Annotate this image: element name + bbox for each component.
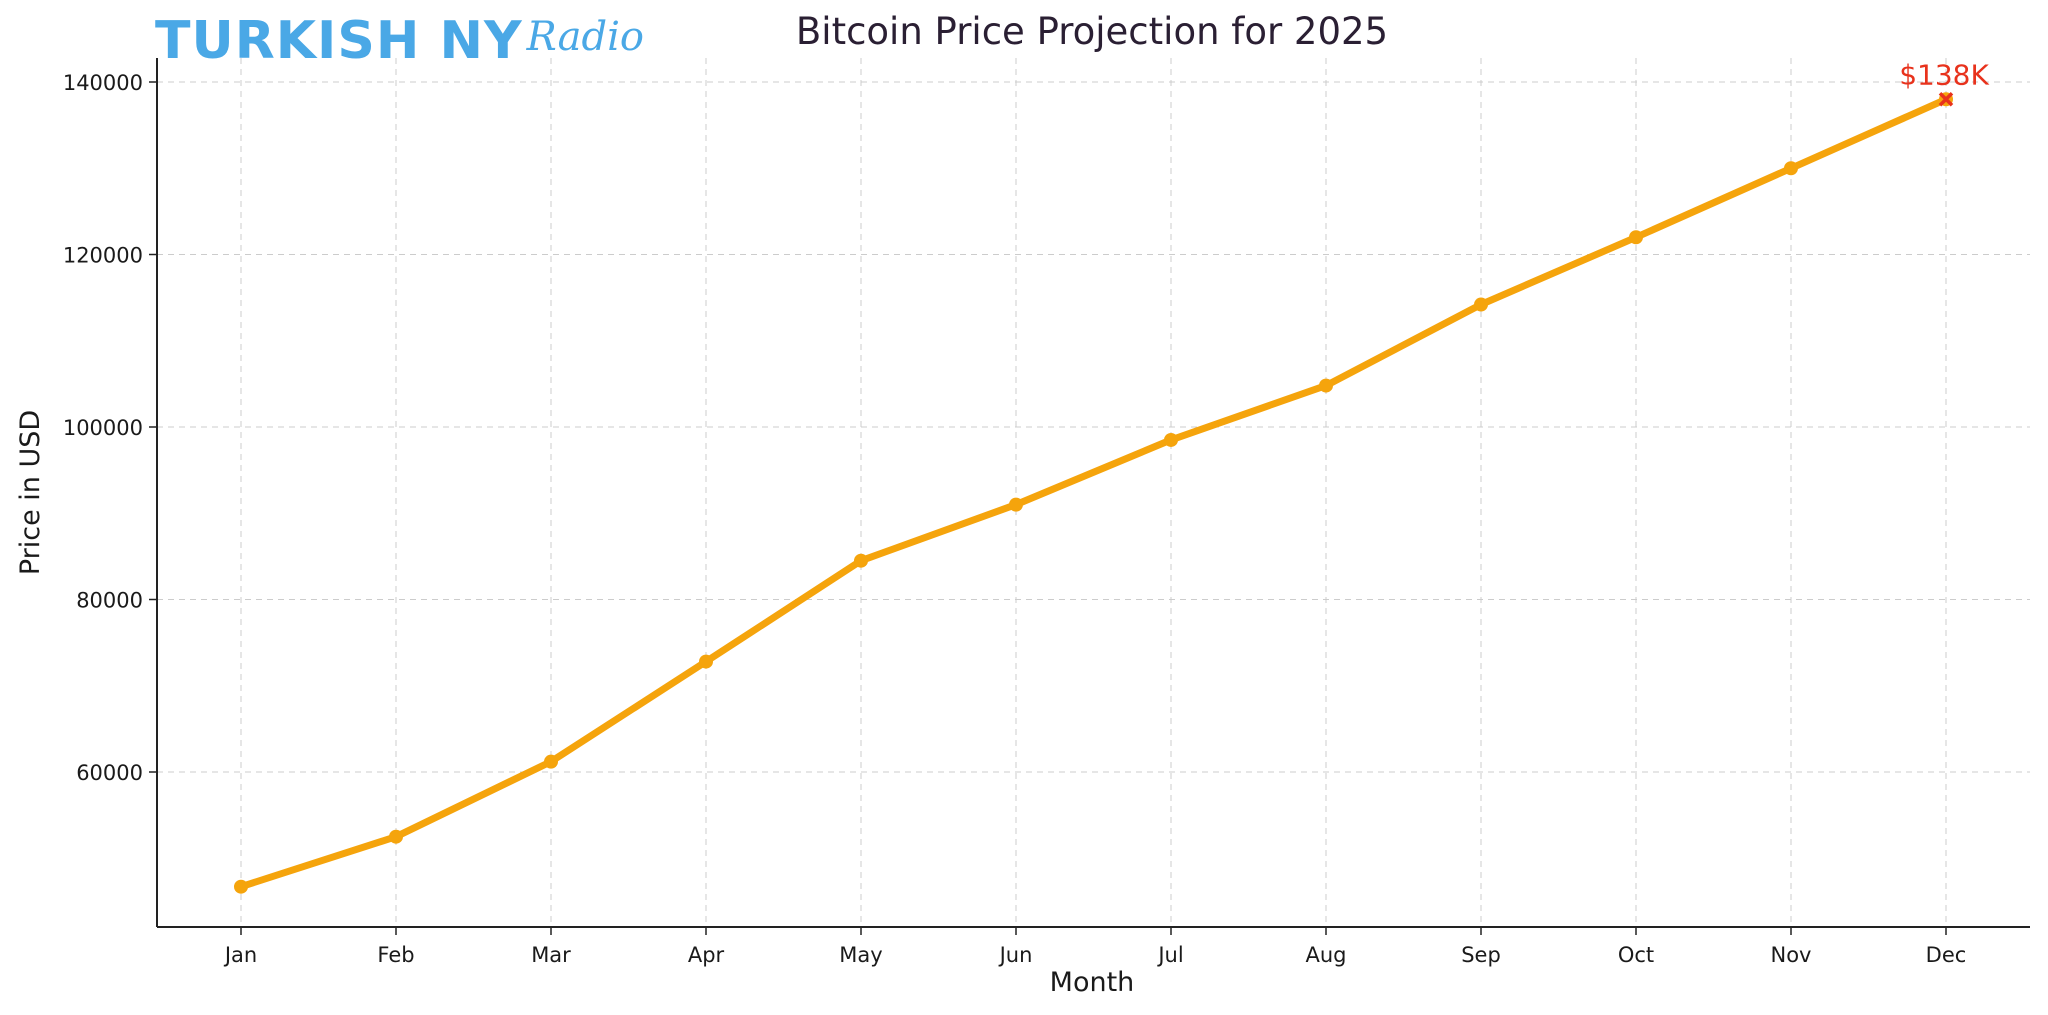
x-tick-label: May bbox=[839, 943, 882, 967]
brand-logo: TURKISH NY Radio bbox=[155, 6, 644, 76]
axes bbox=[156, 58, 2030, 928]
y-axis-label: Price in USD bbox=[15, 410, 46, 575]
data-point bbox=[544, 754, 558, 769]
logo-main-text: TURKISH NY bbox=[155, 11, 523, 71]
x-tick-label: Jul bbox=[1156, 943, 1183, 967]
data-point bbox=[1319, 378, 1333, 393]
x-ticks: Jan Feb Mar Apr May Jun Jul Aug Sep Oct Nov Dec bbox=[223, 927, 1967, 967]
x-tick-label: Dec bbox=[1926, 943, 1967, 967]
x-tick-label: Oct bbox=[1618, 943, 1654, 967]
annotation-marker-stroke bbox=[1938, 92, 1954, 107]
series bbox=[234, 92, 1953, 894]
data-point bbox=[699, 654, 713, 669]
y-tick-label: 120000 bbox=[63, 244, 143, 268]
y-tick-label: 60000 bbox=[76, 761, 143, 785]
y-tick-label: 80000 bbox=[76, 589, 143, 613]
data-point bbox=[1629, 230, 1643, 245]
x-tick-label: Jan bbox=[223, 943, 257, 967]
x-tick-label: Feb bbox=[377, 943, 414, 967]
data-point bbox=[1009, 497, 1023, 512]
data-point bbox=[1474, 297, 1488, 312]
chart-title: Bitcoin Price Projection for 2025 bbox=[796, 10, 1388, 53]
annotation-label: $138K bbox=[1899, 58, 1989, 91]
data-point bbox=[389, 829, 403, 844]
x-tick-label: Aug bbox=[1305, 943, 1346, 967]
x-tick-label: Sep bbox=[1461, 943, 1501, 967]
x-tick-label: Jun bbox=[998, 943, 1033, 967]
grid-lines bbox=[157, 58, 2030, 927]
x-tick-label: Apr bbox=[688, 943, 725, 967]
annotation-marker bbox=[1938, 92, 1954, 107]
series-line bbox=[237, 95, 1950, 891]
x-tick-label: Mar bbox=[531, 943, 571, 967]
annotation-group: $138K bbox=[1899, 58, 1989, 107]
y-ticks: 60000 80000 100000 120000 140000 bbox=[63, 71, 157, 785]
y-tick-label: 100000 bbox=[63, 416, 143, 440]
x-tick-label: Nov bbox=[1771, 943, 1812, 967]
data-point bbox=[1784, 161, 1798, 176]
data-point bbox=[1164, 432, 1178, 447]
data-point bbox=[234, 879, 248, 894]
logo-script-text: Radio bbox=[526, 14, 645, 60]
data-point bbox=[854, 553, 868, 568]
y-tick-label: 140000 bbox=[63, 71, 143, 95]
x-axis-label: Month bbox=[1050, 967, 1135, 998]
